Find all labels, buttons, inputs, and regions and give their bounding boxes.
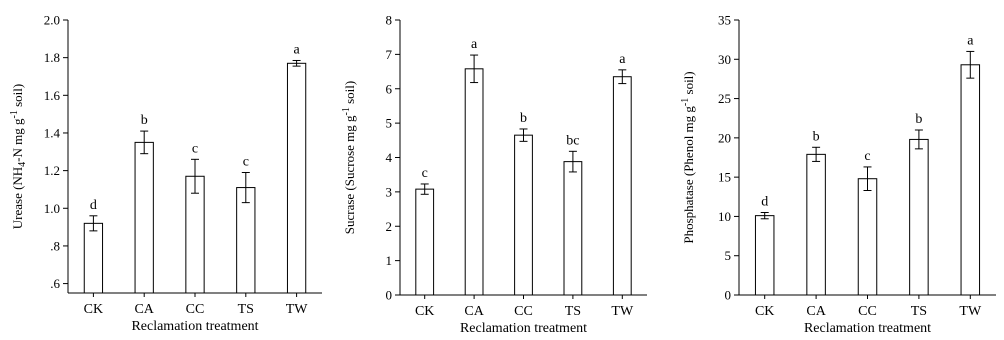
x-tick-label: CK	[84, 302, 103, 317]
significance-letter: c	[864, 149, 870, 164]
y-title-superscript: -1	[680, 98, 691, 106]
bar-CC	[857, 178, 878, 296]
y-tick-label: 10	[718, 209, 731, 224]
significance-letter: b	[141, 113, 148, 128]
y-title-text: Phosphatase (Phenol mg g	[681, 106, 696, 244]
x-tick-label: CK	[755, 304, 774, 319]
significance-letter: d	[761, 195, 768, 210]
y-tick-label: 30	[718, 52, 731, 67]
y-tick-label: 3	[386, 184, 393, 199]
y-axis-title: Phosphatase (Phenol mg g-1 soil)	[680, 71, 696, 243]
x-tick-label: TW	[959, 304, 982, 319]
y-tick-label: 8	[386, 13, 393, 28]
significance-letter: b	[915, 112, 922, 127]
x-tick-label: TS	[238, 302, 254, 317]
y-title-text: Urease (NH	[10, 167, 25, 229]
significance-letter: a	[293, 42, 300, 57]
bar-CK	[83, 222, 104, 294]
y-title-text: soil)	[342, 81, 357, 107]
significance-letter: c	[243, 155, 249, 170]
chart-panel-3: 0 5 10 15 20 25 30 35 d CK b CA c CC b TS a TW Reclamation…	[680, 13, 996, 336]
x-tick-label: CK	[415, 304, 434, 319]
y-title-text: soil)	[681, 71, 696, 97]
bar-TS	[563, 161, 583, 296]
significance-letter: a	[967, 33, 974, 48]
significance-letter: c	[192, 141, 198, 156]
y-tick-label: 7	[386, 47, 393, 62]
significance-letter: a	[471, 37, 478, 52]
y-tick-label: 20	[718, 130, 731, 145]
y-title-subscript: 4	[17, 162, 28, 167]
bar-TS	[236, 187, 256, 294]
significance-letter: bc	[566, 133, 579, 148]
bar-CA	[134, 141, 154, 294]
y-tick-label: 2	[386, 219, 393, 234]
chart-panel-1: .6 .8 1.0 1.2 1.4 1.6 1.8 2.0 d CK b CA c CC c TS a TW Rec…	[9, 13, 322, 334]
y-title-superscript: -1	[9, 110, 20, 118]
x-tick-label: CA	[134, 302, 154, 317]
significance-letter: b	[813, 129, 820, 144]
bar-TW	[612, 76, 632, 296]
x-tick-label: CC	[186, 302, 205, 317]
y-tick-label: 1.6	[44, 88, 61, 103]
significance-letter: d	[90, 198, 97, 213]
bar-TW	[960, 64, 981, 296]
y-tick-label: .8	[50, 238, 60, 253]
bar-TS	[909, 138, 929, 296]
y-tick-label: 0	[725, 288, 732, 303]
y-title-text: soil)	[10, 84, 25, 110]
y-title-superscript: -1	[341, 107, 352, 115]
y-tick-label: 6	[386, 81, 393, 96]
significance-letter: b	[520, 111, 527, 126]
y-tick-label: 1	[386, 253, 393, 268]
chart-panel-2: 0 1 2 3 4 5 6 7 8 c CK a CA b CC bc TS a TW Reclamation tre…	[341, 13, 647, 336]
y-axis-title: Sucrase (Sucrose mg g-1 soil)	[341, 81, 357, 235]
bar-CK	[415, 188, 435, 296]
y-tick-label: 5	[386, 116, 393, 131]
y-tick-label: 1.4	[44, 125, 61, 140]
y-title-text: Sucrase (Sucrose mg g	[342, 115, 357, 234]
x-tick-label: CC	[514, 304, 533, 319]
y-tick-label: .6	[50, 276, 60, 291]
y-tick-label: 25	[718, 91, 731, 106]
bar-TW	[286, 62, 307, 294]
significance-letter: a	[619, 52, 626, 67]
x-tick-label: TW	[286, 302, 309, 317]
y-axis-title: Urease (NH4-N mg g-1 soil)	[9, 84, 28, 230]
x-tick-label: CA	[464, 304, 484, 319]
y-tick-label: 35	[718, 13, 731, 28]
x-axis-title: Reclamation treatment	[460, 321, 587, 336]
bar-CC	[185, 175, 205, 294]
significance-letter: c	[422, 166, 428, 181]
bar-CA	[464, 68, 484, 296]
x-axis-title: Reclamation treatment	[131, 319, 258, 334]
y-tick-label: 1.8	[44, 50, 60, 65]
y-tick-label: 5	[725, 248, 732, 263]
y-tick-label: 15	[718, 170, 731, 185]
y-title-text: -N mg g	[10, 118, 25, 162]
y-tick-label: 2.0	[44, 13, 60, 28]
y-tick-label: 0	[386, 288, 393, 303]
x-tick-label: CC	[858, 304, 877, 319]
bar-CK	[754, 215, 775, 296]
x-tick-label: TW	[611, 304, 634, 319]
bar-CC	[514, 134, 533, 296]
x-axis-title: Reclamation treatment	[804, 321, 931, 336]
y-tick-label: 4	[386, 150, 393, 165]
x-tick-label: TS	[911, 304, 927, 319]
y-tick-label: 1.2	[44, 163, 60, 178]
x-tick-label: TS	[565, 304, 581, 319]
y-tick-label: 1.0	[44, 201, 60, 216]
x-tick-label: CA	[806, 304, 826, 319]
bar-CA	[806, 153, 826, 296]
